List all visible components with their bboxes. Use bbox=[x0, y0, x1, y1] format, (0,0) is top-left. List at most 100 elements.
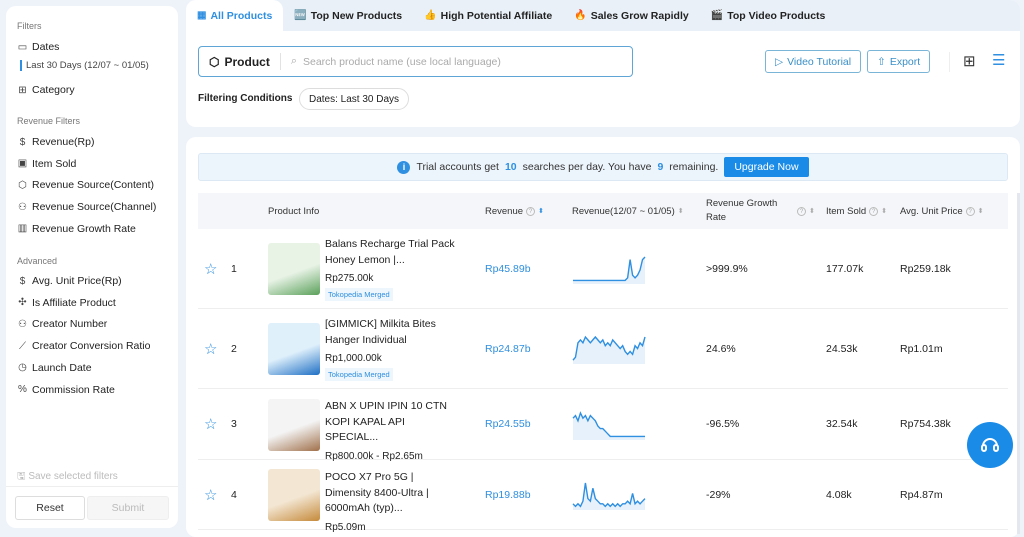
export-button[interactable]: ⇧ Export bbox=[867, 50, 931, 73]
upgrade-now-button[interactable]: Upgrade Now bbox=[724, 157, 809, 177]
filter-creator-conversion-ratio[interactable]: ⟋ Creator Conversion Ratio bbox=[19, 340, 151, 353]
reset-button[interactable]: Reset bbox=[15, 496, 85, 520]
sparkline-line bbox=[573, 256, 646, 282]
video-tutorial-button[interactable]: ▷ Video Tutorial bbox=[765, 50, 862, 73]
upload-icon: ⇧ bbox=[877, 55, 886, 68]
bag-icon: ▣ bbox=[17, 158, 28, 170]
grid-icon: ▦ bbox=[197, 10, 207, 21]
list-view-icon[interactable]: ☰ bbox=[992, 52, 1006, 69]
filter-revenue-source-content-[interactable]: ⬡ Revenue Source(Content) bbox=[18, 179, 154, 192]
product-name[interactable]: ABN X UPIN IPIN 10 CTN KOPI KAPAL API SP… bbox=[325, 400, 447, 443]
clock-icon: ◷ bbox=[18, 362, 27, 374]
divider bbox=[6, 486, 178, 487]
sparkline-area bbox=[573, 337, 645, 364]
filter-revenue-growth-rate[interactable]: ▥ Revenue Growth Rate bbox=[17, 222, 136, 235]
item-sold: 177.07k bbox=[826, 262, 864, 275]
divider bbox=[949, 52, 950, 72]
sort-icon[interactable]: ⬍ bbox=[977, 208, 984, 215]
filters-sidebar: Filters ▭ Dates Last 30 Days (12/07 ~ 01/… bbox=[6, 6, 178, 528]
search-input[interactable] bbox=[303, 55, 632, 68]
sort-icon[interactable]: ⬍ bbox=[809, 208, 815, 215]
filter-item-sold[interactable]: ▣ Item Sold bbox=[17, 157, 77, 170]
tab-top-new-products[interactable]: 🆕 Top New Products bbox=[294, 9, 403, 22]
filter-dates[interactable]: ▭ Dates bbox=[17, 41, 60, 53]
dates-value[interactable]: Last 30 Days (12/07 ~ 01/05) bbox=[20, 60, 149, 71]
sparkline-area bbox=[573, 483, 645, 510]
avg-unit-price: Rp259.18k bbox=[900, 262, 951, 275]
line-chart-icon: ⟋ bbox=[19, 340, 26, 352]
tab-sales-grow-rapidly[interactable]: 🔥 Sales Grow Rapidly bbox=[574, 9, 689, 22]
product-name[interactable]: POCO X7 Pro 5G | Dimensity 8400-Ultra | … bbox=[325, 471, 429, 514]
percent-icon: % bbox=[18, 384, 27, 395]
box-icon: ⬡ bbox=[18, 179, 27, 191]
filters-heading: Filters bbox=[17, 21, 42, 31]
tab-top-video-products[interactable]: 🎬 Top Video Products bbox=[710, 9, 826, 22]
platform-tag: Tokopedia Merged bbox=[325, 287, 393, 301]
sort-icon[interactable]: ⬍ bbox=[881, 208, 888, 215]
table-row[interactable]: ☆ 4 POCO X7 Pro 5G | Dimensity 8400-Ultr… bbox=[198, 460, 1008, 533]
table-row[interactable]: ☆ 2 [GIMMICK] Milkita Bites Hanger Indiv… bbox=[198, 309, 1008, 389]
price-tag-icon: $ bbox=[19, 275, 26, 287]
table-row[interactable]: ☆ 3 ABN X UPIN IPIN 10 CTN KOPI KAPAL AP… bbox=[198, 389, 1008, 462]
product-name[interactable]: Balans Recharge Trial Pack Honey Lemon |… bbox=[325, 238, 455, 266]
help-icon: ? bbox=[526, 206, 536, 216]
filter-creator-number[interactable]: ⚇ Creator Number bbox=[18, 318, 108, 331]
product-image[interactable] bbox=[268, 398, 320, 451]
new-badge-icon: 🆕 bbox=[294, 10, 307, 21]
avg-unit-price: Rp1.01m bbox=[900, 342, 943, 355]
filter-revenue-source-channel-[interactable]: ⚇ Revenue Source(Channel) bbox=[18, 201, 157, 214]
filtering-conditions-label: Filtering Conditions bbox=[198, 93, 293, 104]
sparkline-line bbox=[572, 482, 646, 508]
favorite-star-icon[interactable]: ☆ bbox=[204, 340, 218, 358]
channel-icon: ⚇ bbox=[18, 201, 27, 213]
product-image[interactable] bbox=[268, 323, 320, 375]
support-button[interactable] bbox=[967, 422, 1013, 468]
filter-revenue-rp-[interactable]: $ Revenue(Rp) bbox=[17, 136, 95, 148]
sort-icon[interactable]: ⬍ bbox=[538, 208, 544, 215]
product-image[interactable] bbox=[268, 469, 320, 521]
tab-bar: ▦ All Products 🆕 Top New Products 👍 High Pote… bbox=[186, 0, 1020, 31]
rank: 1 bbox=[231, 262, 237, 275]
column-header[interactable]: Avg. Unit Price? ⬍ bbox=[900, 205, 984, 217]
product-info: POCO X7 Pro 5G | Dimensity 8400-Ultra | … bbox=[325, 470, 455, 535]
filter-is-affiliate-product[interactable]: ✣ Is Affiliate Product bbox=[18, 296, 116, 309]
dollar-icon: $ bbox=[19, 136, 26, 148]
favorite-star-icon[interactable]: ☆ bbox=[204, 486, 218, 504]
revenue: Rp45.89b bbox=[485, 262, 531, 275]
search-box: ⬡ Product ⌕ bbox=[198, 46, 633, 77]
revenue: Rp19.88b bbox=[485, 488, 531, 501]
search-type-selector[interactable]: ⬡ Product bbox=[199, 53, 281, 70]
product-image[interactable] bbox=[268, 243, 320, 295]
filter-commission-rate[interactable]: % Commission Rate bbox=[18, 383, 115, 396]
puzzle-icon: ✣ bbox=[18, 297, 27, 309]
platform-tag: Tokopedia Merged bbox=[325, 367, 393, 381]
play-icon: ▷ bbox=[775, 55, 784, 68]
tab-high-potential-affiliate[interactable]: 👍 High Potential Affiliate bbox=[424, 9, 553, 22]
trial-banner: i Trial accounts get 10 searches per day.… bbox=[198, 153, 1008, 181]
filter-launch-date[interactable]: ◷ Launch Date bbox=[18, 361, 92, 374]
favorite-star-icon[interactable]: ☆ bbox=[204, 260, 218, 278]
submit-button[interactable]: Submit bbox=[87, 496, 169, 520]
avg-unit-price: Rp4.87m bbox=[900, 488, 943, 501]
product-price: Rp5.09m bbox=[325, 521, 366, 533]
filter-chip-dates[interactable]: Dates: Last 30 Days bbox=[299, 88, 410, 110]
column-header[interactable]: Revenue Growth Rate? ⬍ bbox=[706, 198, 815, 223]
product-name[interactable]: [GIMMICK] Milkita Bites Hanger Individua… bbox=[325, 318, 436, 346]
column-header[interactable]: Revenue? ⬍ bbox=[485, 205, 544, 217]
favorite-star-icon[interactable]: ☆ bbox=[204, 416, 218, 433]
revenue-filters-heading: Revenue Filters bbox=[17, 116, 81, 126]
filter-avg-unit-price-rp-[interactable]: $ Avg. Unit Price(Rp) bbox=[17, 275, 122, 287]
save-filters-button[interactable]: 🖫 Save selected filters bbox=[17, 471, 118, 482]
grid-view-icon[interactable]: ⊞ bbox=[963, 53, 976, 70]
sort-icon[interactable]: ⬍ bbox=[677, 208, 684, 215]
fire-icon: 🔥 bbox=[574, 10, 587, 21]
filter-category[interactable]: ⊞ Category bbox=[18, 84, 75, 96]
product-price: Rp275.00k bbox=[325, 273, 374, 284]
scrollbar[interactable] bbox=[1017, 193, 1020, 534]
column-header[interactable]: Revenue(12/07 ~ 01/05) ⬍ bbox=[572, 205, 684, 217]
item-sold: 4.08k bbox=[826, 488, 852, 501]
tab-all-products[interactable]: ▦ All Products bbox=[186, 0, 284, 31]
table-row[interactable]: ☆ 1 Balans Recharge Trial Pack Honey Lem… bbox=[198, 229, 1008, 309]
column-header[interactable]: Item Sold? ⬍ bbox=[826, 205, 888, 217]
advanced-heading: Advanced bbox=[17, 256, 58, 266]
